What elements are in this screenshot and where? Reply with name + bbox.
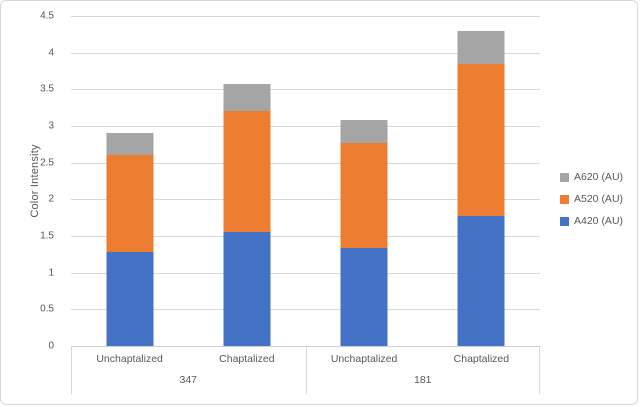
stacked-bar <box>223 84 271 346</box>
x-axis-area: Unchaptalized Chaptalized Unchaptalized Cha… <box>71 346 540 394</box>
axis-divider <box>71 346 72 394</box>
legend-label: A420 (AU) <box>574 215 624 227</box>
y-tick-label: 4 <box>48 47 54 59</box>
y-tick-label: 0.5 <box>40 303 54 315</box>
legend-swatch-icon <box>560 194 569 204</box>
legend-item: A420 (AU) <box>560 215 623 227</box>
x-category-label: Chaptalized <box>219 353 275 365</box>
bar-segment-a520 <box>457 63 505 217</box>
legend-swatch-icon <box>560 172 569 182</box>
bar-segment-a620 <box>457 30 505 64</box>
y-axis-tick-labels: 0 0.5 1 1.5 2 2.5 3 3.5 4 4.5 <box>1 11 54 352</box>
gridline <box>71 309 540 311</box>
bar-segment-a520 <box>340 142 388 248</box>
legend-swatch-icon <box>560 216 569 226</box>
gridline <box>71 126 540 127</box>
gridline <box>71 162 540 164</box>
x-category-label: Unchaptalized <box>96 353 163 365</box>
bar-segment-a420 <box>223 232 271 346</box>
x-group-label: 347 <box>179 374 198 386</box>
bar-segment-a620 <box>223 84 271 111</box>
gridline <box>71 52 540 54</box>
x-group-label: 181 <box>413 374 432 386</box>
y-tick-label: 0 <box>48 340 54 352</box>
gridline <box>71 89 540 91</box>
gridline <box>71 236 540 237</box>
axis-divider <box>305 346 307 394</box>
y-tick-label: 2 <box>48 193 54 205</box>
gridline <box>71 272 540 274</box>
y-tick-label: 3 <box>48 120 54 132</box>
y-tick-label: 1 <box>48 267 54 279</box>
y-tick-label: 2.5 <box>40 157 54 169</box>
stacked-bar <box>340 120 388 346</box>
stacked-bar <box>457 30 505 346</box>
gridline <box>71 199 540 201</box>
bar-segment-a420 <box>340 247 388 346</box>
axis-divider <box>539 346 540 394</box>
y-tick-label: 3.5 <box>40 83 54 95</box>
gridline <box>71 16 540 17</box>
legend: A620 (AU) A520 (AU) A420 (AU) <box>560 171 623 227</box>
bar-segment-a420 <box>457 216 505 346</box>
x-category-label: Unchaptalized <box>330 353 398 365</box>
x-category-label: Chaptalized <box>453 353 510 365</box>
bar-segment-a620 <box>106 133 154 156</box>
stacked-bar <box>106 133 154 346</box>
legend-item: A520 (AU) <box>560 193 623 205</box>
bar-segment-a520 <box>106 155 154 253</box>
legend-item: A620 (AU) <box>560 171 623 183</box>
bar-segment-a420 <box>106 252 154 346</box>
plot-area <box>71 16 540 346</box>
bar-segment-a620 <box>340 120 388 143</box>
legend-label: A520 (AU) <box>574 193 624 205</box>
y-tick-label: 1.5 <box>40 230 54 242</box>
y-tick-label: 4.5 <box>40 10 54 22</box>
bar-segment-a520 <box>223 110 271 233</box>
legend-label: A620 (AU) <box>574 171 624 183</box>
